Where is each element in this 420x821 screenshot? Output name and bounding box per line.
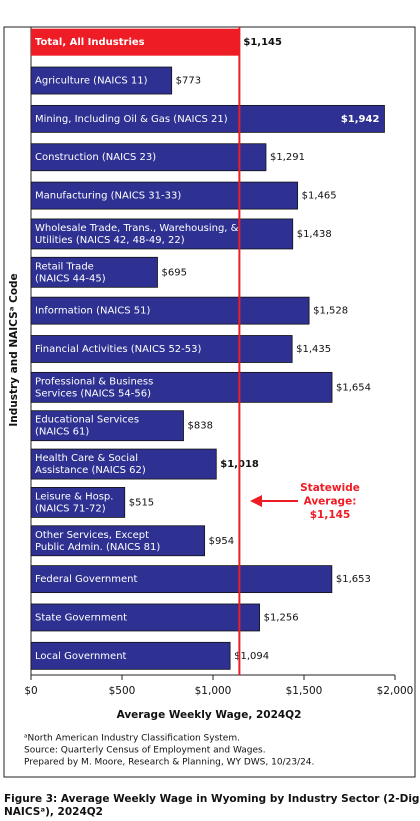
value-label: $1,653 — [336, 574, 371, 585]
category-label: Manufacturing (NAICS 31-33) — [35, 191, 181, 202]
bar — [30, 181, 299, 210]
value-label: $1,145 — [243, 37, 282, 48]
value-label: $695 — [161, 267, 186, 278]
bar — [30, 603, 260, 632]
x-tick-label: $0 — [24, 685, 37, 697]
value-label: $1,438 — [297, 229, 332, 240]
bar — [30, 410, 184, 442]
bar — [30, 448, 217, 480]
value-label: $838 — [188, 421, 213, 432]
bar — [30, 296, 310, 325]
value-label: $515 — [129, 497, 154, 508]
bar — [30, 66, 173, 95]
category-label: Financial Activities (NAICS 52-53) — [35, 344, 202, 355]
bar — [30, 104, 385, 133]
x-tick-label: $2,000 — [377, 685, 414, 697]
category-label: Educational Services (NAICS 61) — [35, 415, 139, 438]
annotation: Average: — [304, 496, 357, 508]
value-label: $1,256 — [264, 612, 299, 623]
bar — [30, 565, 333, 594]
category-label: Wholesale Trade, Trans., Warehousing, & U… — [35, 223, 239, 246]
category-label: Total, All Industries — [35, 37, 145, 48]
chart-border — [3, 26, 416, 778]
bar — [30, 335, 293, 363]
category-label: Information (NAICS 51) — [35, 306, 150, 317]
category-label: Local Government — [35, 651, 127, 662]
value-label: $1,465 — [302, 191, 337, 202]
category-label: Retail Trade (NAICS 44-45) — [35, 261, 106, 284]
figure-caption: Figure 3: Average Weekly Wage in Wyoming… — [4, 793, 420, 805]
footnote: ᵃNorth American Industry Classification … — [24, 734, 240, 744]
category-label: Other Services, Except Public Admin. (NAI… — [35, 530, 160, 553]
bar — [30, 641, 231, 670]
x-axis-title: Average Weekly Wage, 2024Q2 — [117, 709, 302, 721]
value-label: $1,094 — [234, 651, 269, 662]
bar — [30, 487, 126, 518]
category-label: Federal Government — [35, 574, 137, 585]
bar — [30, 371, 333, 403]
value-label: $954 — [209, 536, 234, 547]
bar — [30, 143, 267, 172]
bar — [30, 525, 206, 557]
arrow-head — [250, 495, 262, 507]
x-tick-label: $1,000 — [195, 685, 232, 697]
y-axis-title: Industry and NAICSᵃ Code — [8, 273, 20, 426]
category-label: State Government — [35, 612, 127, 623]
figure-caption: NAICSᵃ), 2024Q2 — [4, 806, 103, 818]
x-tick-label: $1,500 — [286, 685, 323, 697]
value-label: $1,528 — [313, 306, 348, 317]
value-label: $773 — [176, 76, 201, 87]
value-label: $1,291 — [270, 152, 305, 163]
annotation: $1,145 — [310, 509, 351, 521]
footnote: Source: Quarterly Census of Employment a… — [24, 746, 266, 756]
category-label: Professional & Business Services (NAICS 5… — [35, 376, 153, 399]
annotation: Statewide — [300, 482, 360, 494]
category-label: Health Care & Social Assistance (NAICS 62… — [35, 453, 146, 476]
bar — [30, 256, 158, 288]
value-label: $1,942 — [341, 114, 380, 125]
category-label: Construction (NAICS 23) — [35, 152, 156, 163]
bar — [30, 218, 294, 250]
category-label: Mining, Including Oil & Gas (NAICS 21) — [35, 114, 228, 125]
x-tick-label: $500 — [109, 685, 136, 697]
category-label: Agriculture (NAICS 11) — [35, 76, 148, 87]
bar — [31, 28, 240, 56]
footnote: Prepared by M. Moore, Research & Plannin… — [24, 758, 314, 768]
value-label: $1,654 — [336, 382, 371, 393]
value-label: $1,435 — [296, 344, 331, 355]
category-label: Leisure & Hosp. (NAICS 71-72) — [35, 491, 113, 514]
